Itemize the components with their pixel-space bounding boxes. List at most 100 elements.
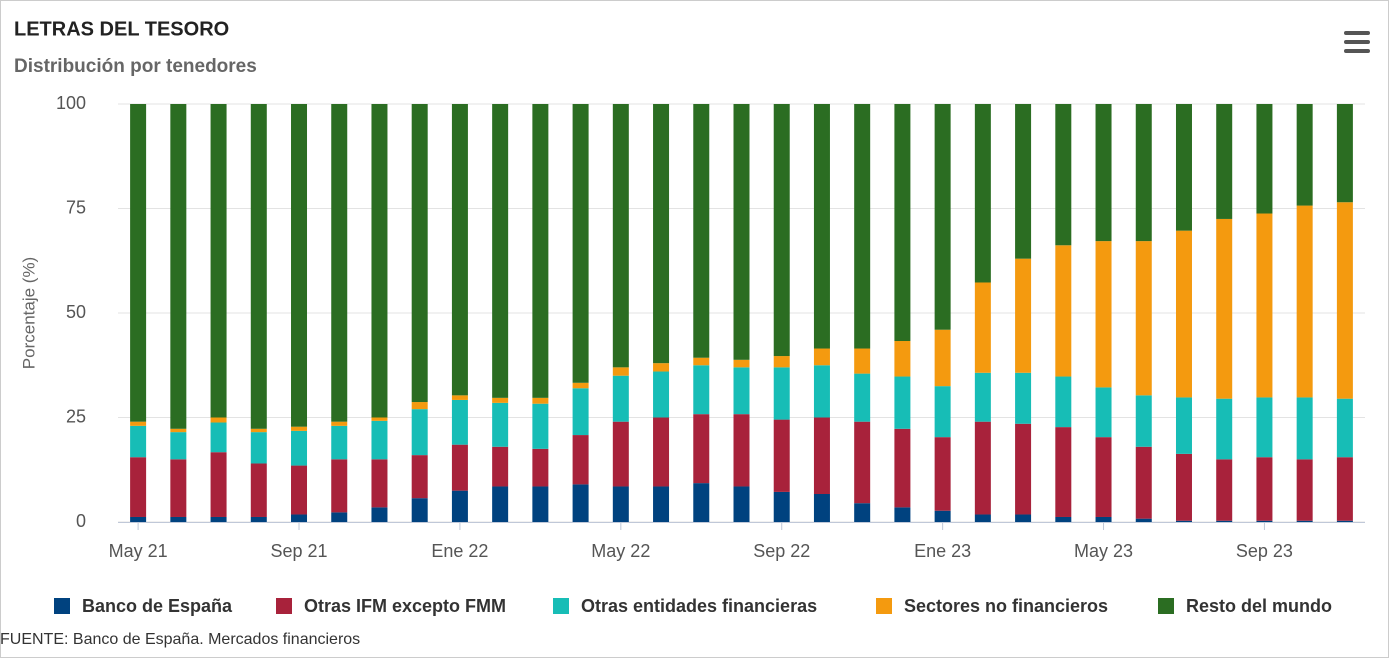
- bar-segment: [331, 104, 348, 422]
- bar-segment: [1095, 516, 1112, 522]
- y-tick-label: 75: [66, 197, 86, 217]
- bar-segment: [974, 372, 991, 422]
- bar-segment: [1055, 376, 1072, 428]
- bar-segment: [1336, 520, 1353, 522]
- legend-label: Resto del mundo: [1186, 596, 1332, 616]
- chart-title: LETRAS DEL TESORO: [14, 18, 229, 40]
- bar-segment: [170, 428, 187, 433]
- bar-segment: [1336, 104, 1353, 203]
- bar-segment: [411, 498, 428, 522]
- bar-segment: [894, 507, 911, 522]
- bar-segment: [894, 104, 911, 342]
- bar-segment: [854, 421, 871, 504]
- bar-segment: [1216, 218, 1233, 399]
- bar-segment: [854, 104, 871, 349]
- bar-segment: [572, 435, 589, 485]
- bar-segment: [1296, 459, 1313, 521]
- bar-segment: [693, 414, 710, 484]
- bar-segment: [934, 437, 951, 511]
- bar-segment: [411, 455, 428, 499]
- y-tick-label: 50: [66, 302, 86, 322]
- bar-segment: [1175, 520, 1192, 522]
- bar-segment: [130, 421, 147, 426]
- bar-segment: [894, 428, 911, 508]
- bar-segment: [1216, 520, 1233, 522]
- bar-segment: [1175, 397, 1192, 454]
- bar-segment: [1135, 241, 1152, 396]
- bar-segment: [371, 507, 388, 522]
- bar-segment: [934, 510, 951, 522]
- bar-segment: [854, 348, 871, 374]
- bar-segment: [854, 503, 871, 522]
- bar-segment: [371, 459, 388, 508]
- bar-segment: [733, 414, 750, 487]
- bar-segment: [250, 432, 267, 464]
- bar-segment: [130, 516, 147, 522]
- bar-segment: [934, 104, 951, 330]
- bar-segment: [1296, 397, 1313, 460]
- bar-segment: [612, 104, 629, 368]
- menu-icon[interactable]: [1344, 31, 1370, 53]
- bar-segment: [1135, 518, 1152, 522]
- bar-segment: [1015, 258, 1032, 373]
- bar-segment: [572, 484, 589, 522]
- bar-segment: [451, 399, 468, 445]
- bar-segment: [532, 448, 549, 487]
- bar-segment: [532, 486, 549, 522]
- bar-segment: [572, 382, 589, 389]
- bar-segment: [733, 104, 750, 360]
- bar-segment: [813, 348, 830, 366]
- source-note: FUENTE: Banco de España. Mercados financ…: [0, 631, 360, 648]
- legend-label: Banco de España: [82, 596, 233, 616]
- bar-segment: [1015, 104, 1032, 259]
- bar-segment: [130, 425, 147, 458]
- y-tick-label: 25: [66, 406, 86, 426]
- bar-segment: [813, 493, 830, 522]
- bar-segment: [170, 104, 187, 429]
- bar-segment: [1216, 104, 1233, 219]
- bar-segment: [492, 104, 509, 398]
- bar-segment: [451, 444, 468, 491]
- legend-label: Otras entidades financieras: [581, 596, 817, 616]
- bar-segment: [773, 104, 790, 357]
- bar-segment: [894, 376, 911, 429]
- bar-segment: [1175, 230, 1192, 398]
- legend-label: Otras IFM excepto FMM: [304, 596, 506, 616]
- bar-segment: [331, 459, 348, 513]
- x-tick-label: Ene 22: [431, 541, 488, 561]
- chart-subtitle: Distribución por tenedores: [14, 56, 257, 77]
- bar-segment: [210, 452, 227, 517]
- bar-segment: [331, 512, 348, 522]
- x-tick-label: Sep 21: [270, 541, 327, 561]
- bar-segment: [411, 104, 428, 403]
- bar-segment: [813, 104, 830, 349]
- bar-segment: [1256, 104, 1273, 214]
- bar-segment: [1296, 205, 1313, 398]
- bar-segment: [653, 486, 670, 522]
- x-tick-label: May 22: [591, 541, 650, 561]
- bar-segment: [1095, 437, 1112, 517]
- bar-segment: [451, 395, 468, 400]
- bar-segment: [411, 409, 428, 456]
- y-tick-label: 100: [56, 93, 86, 113]
- bar-segment: [170, 516, 187, 522]
- bar-segment: [934, 329, 951, 387]
- x-tick-label: Sep 23: [1236, 541, 1293, 561]
- legend-label: Sectores no financieros: [904, 596, 1108, 616]
- bar-segment: [773, 491, 790, 522]
- bar-segment: [1055, 245, 1072, 377]
- bar-segment: [612, 375, 629, 422]
- bar-segment: [1256, 457, 1273, 521]
- bar-segment: [1015, 423, 1032, 515]
- bar-segment: [612, 421, 629, 487]
- legend-swatch: [876, 598, 892, 614]
- bar-segment: [532, 104, 549, 398]
- bar-segment: [411, 402, 428, 410]
- bar-segment: [371, 420, 388, 460]
- bar-segment: [894, 341, 911, 377]
- y-axis-title: Porcentaje (%): [19, 257, 38, 369]
- bar-segment: [693, 483, 710, 522]
- legend-swatch: [276, 598, 292, 614]
- bar-segment: [1336, 202, 1353, 399]
- bar-segment: [773, 419, 790, 492]
